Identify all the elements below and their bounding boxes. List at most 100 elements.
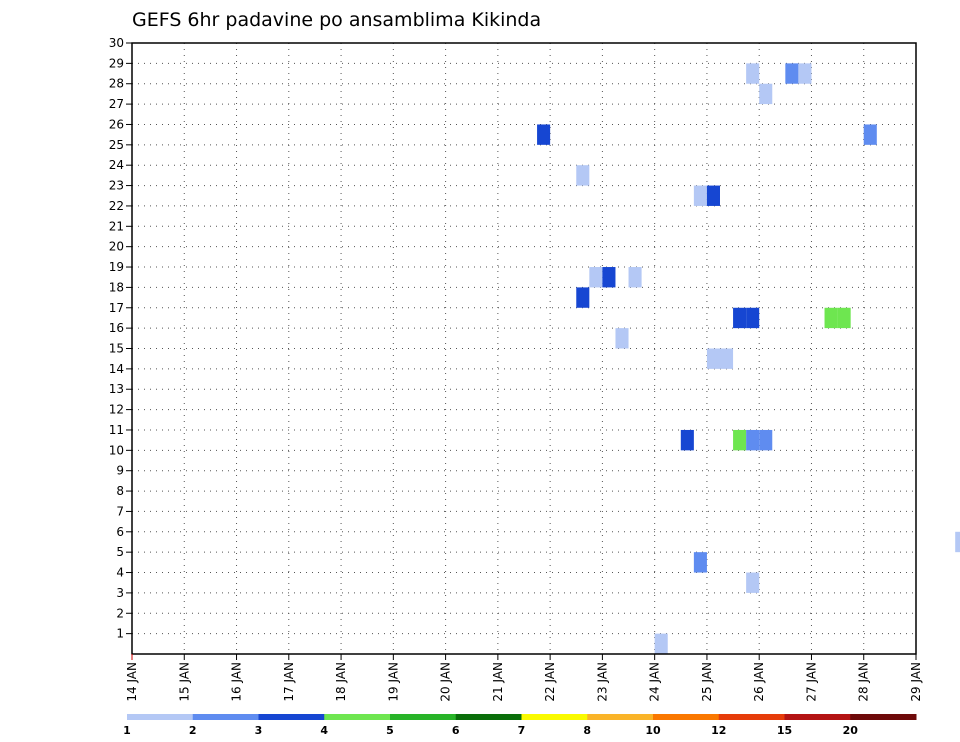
precipitation-cells	[537, 63, 960, 654]
colorbar-label: 7	[518, 724, 526, 737]
y-tick-label: 13	[109, 382, 124, 396]
colorbar-label: 12	[711, 724, 726, 737]
y-tick-label: 25	[109, 138, 124, 152]
precipitation-cell	[746, 572, 760, 593]
precipitation-cell	[693, 185, 707, 206]
precipitation-cell	[785, 63, 799, 84]
precipitation-cell	[537, 124, 551, 145]
y-tick-label: 17	[109, 301, 124, 315]
colorbar-label: 4	[320, 724, 328, 737]
colorbar-swatch	[390, 714, 457, 720]
colorbar-swatch	[587, 714, 654, 720]
x-tick-label: 24 JAN	[648, 662, 662, 702]
colorbar-label: 6	[452, 724, 460, 737]
x-tick-label: 17 JAN	[282, 662, 296, 702]
y-tick-label: 15	[109, 342, 124, 356]
y-tick-label: 7	[116, 504, 124, 518]
colorbar-swatch	[324, 714, 391, 720]
precipitation-cell	[576, 165, 590, 186]
x-tick-label: 25 JAN	[700, 662, 714, 702]
x-tick-label: 26 JAN	[752, 662, 766, 702]
precipitation-cell	[837, 307, 851, 329]
y-tick-label: 26	[109, 117, 124, 131]
precipitation-cell	[602, 267, 616, 288]
colorbar-label: 2	[189, 724, 197, 737]
x-tick-label: 19 JAN	[386, 662, 400, 702]
x-tick-label: 28 JAN	[857, 662, 871, 702]
y-tick-label: 27	[109, 97, 124, 111]
precipitation-cell	[759, 83, 773, 105]
x-tick-label: 21 JAN	[491, 662, 505, 702]
y-tick-label: 11	[109, 423, 124, 437]
x-tick-label: 27 JAN	[804, 662, 818, 702]
y-tick-label: 23	[109, 179, 124, 193]
colorbar: 1 2 3 4 5 6 7 8 10 12 15 20	[123, 714, 917, 737]
x-tick-label: 20 JAN	[439, 662, 453, 702]
precipitation-cell	[733, 307, 747, 329]
precipitation-cell	[798, 63, 812, 84]
y-tick-label: 9	[116, 464, 124, 478]
y-tick-label: 24	[109, 158, 124, 172]
precipitation-cell	[759, 429, 773, 451]
precipitation-cell	[654, 633, 668, 654]
y-axis: 1234567891011121314151617181920212223242…	[109, 36, 132, 641]
precipitation-cell	[589, 267, 603, 288]
x-tick-label: 16 JAN	[230, 662, 244, 702]
colorbar-label: 10	[645, 724, 661, 737]
y-tick-label: 12	[109, 403, 124, 417]
colorbar-swatch	[192, 714, 259, 720]
y-tick-label: 2	[116, 606, 124, 620]
precipitation-cell	[693, 552, 707, 573]
precipitation-cell	[706, 348, 720, 369]
y-tick-label: 14	[109, 362, 124, 376]
colorbar-label: 8	[583, 724, 591, 737]
colorbar-swatch	[718, 714, 785, 720]
y-tick-label: 6	[116, 525, 124, 539]
precipitation-cell	[576, 287, 590, 308]
colorbar-swatch	[653, 714, 720, 720]
x-tick-label: 22 JAN	[543, 662, 557, 702]
y-tick-label: 1	[116, 627, 124, 641]
x-tick-label: 18 JAN	[334, 662, 348, 702]
x-tick-label: 14 JAN	[125, 662, 139, 702]
precipitation-cell	[746, 307, 760, 329]
precipitation-cell	[824, 307, 838, 329]
colorbar-swatch	[784, 714, 851, 720]
colorbar-swatch	[455, 714, 522, 720]
colorbar-swatch	[127, 714, 194, 720]
y-tick-label: 16	[109, 321, 124, 335]
y-tick-label: 18	[109, 280, 124, 294]
x-tick-label: 23 JAN	[595, 662, 609, 702]
colorbar-swatch	[258, 714, 325, 720]
colorbar-swatch	[521, 714, 588, 720]
colorbar-label: 3	[255, 724, 263, 737]
colorbar-label: 5	[386, 724, 394, 737]
precipitation-cell	[746, 63, 760, 84]
precipitation-cell	[733, 429, 747, 451]
colorbar-label: 20	[843, 724, 859, 737]
x-tick-label: 15 JAN	[177, 662, 191, 702]
x-tick-label: 29 JAN	[909, 662, 923, 702]
colorbar-label: 1	[123, 724, 131, 737]
y-tick-label: 22	[109, 199, 124, 213]
precipitation-cell	[955, 531, 960, 553]
precipitation-cell	[680, 429, 694, 451]
y-tick-label: 21	[109, 219, 124, 233]
precipitation-cell	[863, 124, 877, 145]
y-tick-label: 30	[109, 36, 124, 50]
y-tick-label: 10	[109, 443, 124, 457]
y-tick-label: 8	[116, 484, 124, 498]
y-tick-label: 19	[109, 260, 124, 274]
precipitation-cell	[628, 267, 642, 288]
precipitation-cell	[706, 185, 720, 206]
precipitation-cell	[615, 328, 629, 349]
x-axis: 14 JAN 15 JAN 16 JAN 17 JAN 18 JAN 19 JAN 20 J…	[125, 654, 923, 702]
y-tick-label: 28	[109, 77, 124, 91]
precipitation-cell	[746, 429, 760, 451]
precipitation-cell	[720, 348, 734, 369]
colorbar-label: 15	[777, 724, 792, 737]
y-tick-label: 29	[109, 56, 124, 70]
colorbar-swatch	[850, 714, 917, 720]
chart-title: GEFS 6hr padavine po ansamblima Kikinda	[132, 9, 541, 31]
